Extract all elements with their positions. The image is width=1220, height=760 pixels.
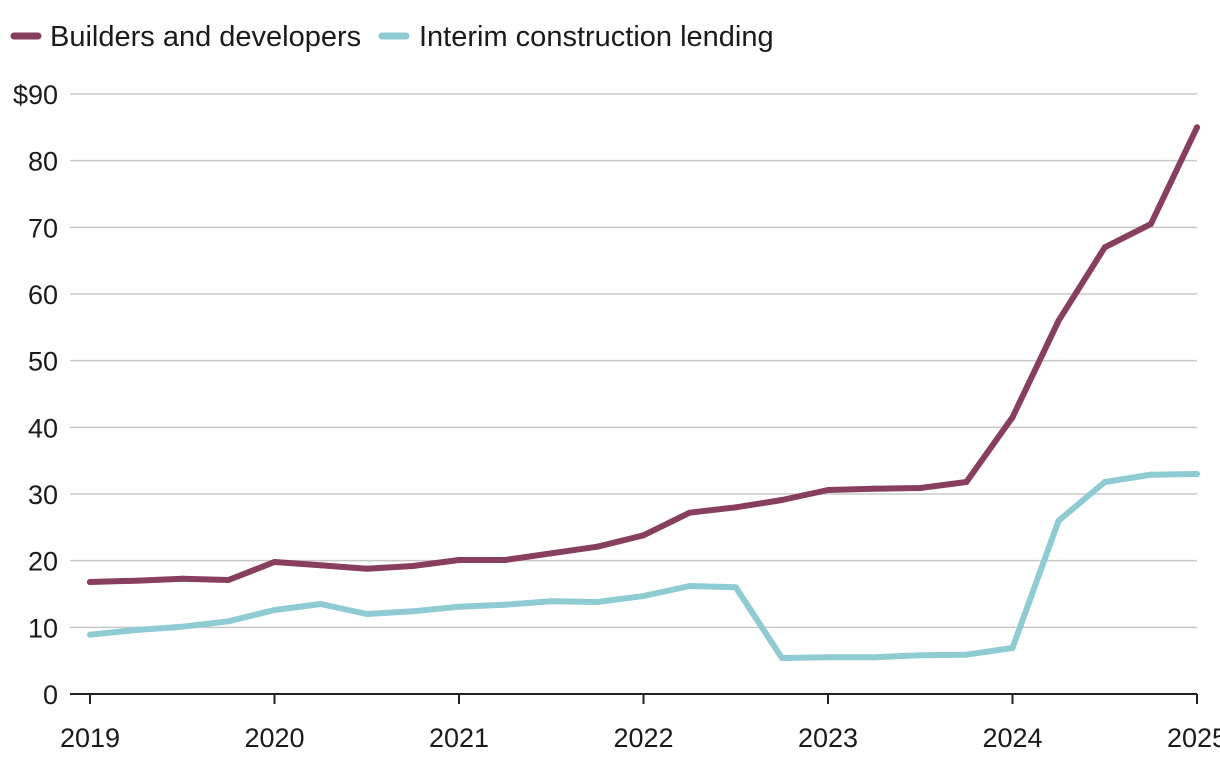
data-point <box>732 584 739 591</box>
data-point <box>1009 414 1016 421</box>
data-point <box>179 575 186 582</box>
data-point <box>640 532 647 539</box>
data-point <box>1009 645 1016 651</box>
data-point <box>1055 317 1062 324</box>
data-point <box>548 550 555 557</box>
y-tick-label: 40 <box>28 413 58 443</box>
data-point <box>87 579 93 585</box>
x-tick-label: 2022 <box>613 723 673 753</box>
x-tick-label: 2021 <box>429 723 489 753</box>
data-point <box>271 559 278 565</box>
data-point <box>1147 221 1154 227</box>
data-point <box>409 563 416 569</box>
data-point <box>1194 124 1200 131</box>
data-point <box>594 543 601 550</box>
data-point <box>778 497 785 503</box>
data-point <box>963 479 970 485</box>
data-point <box>363 611 370 617</box>
data-point <box>1101 244 1108 251</box>
data-point <box>963 651 970 658</box>
y-tick-label: 60 <box>28 280 58 310</box>
y-tick-label: $90 <box>13 80 58 110</box>
data-point <box>825 487 831 493</box>
data-point <box>548 598 555 605</box>
data-point <box>1147 471 1154 478</box>
data-point <box>1055 517 1062 524</box>
x-tick-label: 2024 <box>982 723 1042 753</box>
y-tick-label: 20 <box>28 547 58 577</box>
data-point <box>778 655 785 661</box>
data-point <box>640 593 647 599</box>
data-point <box>87 631 93 638</box>
x-tick-label: 2019 <box>60 723 120 753</box>
data-point <box>732 504 739 511</box>
data-point <box>502 601 509 608</box>
data-point <box>409 608 416 615</box>
y-tick-label: 70 <box>28 213 58 243</box>
data-point <box>456 557 462 563</box>
y-tick-label: 10 <box>28 613 58 643</box>
series-0 <box>87 124 1200 585</box>
data-point <box>686 509 693 516</box>
legend-item-1: Interim construction lending <box>378 21 774 53</box>
legend-label: Interim construction lending <box>419 21 774 53</box>
data-point <box>317 562 324 569</box>
data-point <box>133 577 140 584</box>
data-point <box>1194 471 1200 477</box>
legend-item-0: Builders and developers <box>10 21 361 53</box>
data-point <box>317 601 324 607</box>
y-tick-label: 30 <box>28 480 58 510</box>
data-point <box>456 603 462 610</box>
data-point <box>225 577 232 583</box>
x-axis: 2019 2020 2021 2022 2023 2024 2025 <box>60 693 1220 753</box>
y-tick-label: 0 <box>43 680 58 710</box>
x-tick-label: 2020 <box>244 723 304 753</box>
data-point <box>271 607 278 613</box>
legend-label: Builders and developers <box>50 21 361 53</box>
y-tick-label: 80 <box>28 147 58 177</box>
gridlines <box>70 93 1197 629</box>
series-lines <box>87 124 1200 661</box>
y-axis: 0 10 20 30 40 50 60 70 80 $90 <box>13 80 58 710</box>
data-point <box>917 485 924 491</box>
data-point <box>871 654 878 661</box>
data-point <box>825 654 831 661</box>
series-1 <box>87 471 1200 661</box>
data-point <box>225 618 232 625</box>
data-point <box>502 557 509 563</box>
y-tick-label: 50 <box>28 347 58 377</box>
series-line-0 <box>87 124 1200 585</box>
data-point <box>363 565 370 572</box>
data-point <box>917 652 924 659</box>
x-tick-label: 2025 <box>1167 723 1220 753</box>
data-point <box>1101 479 1108 485</box>
data-point <box>871 485 878 492</box>
data-point <box>133 627 140 633</box>
data-point <box>594 599 601 605</box>
legend: Builders and developers Interim construct… <box>10 21 774 53</box>
data-point <box>686 583 693 589</box>
x-tick-label: 2023 <box>798 723 858 753</box>
data-point <box>179 623 186 630</box>
